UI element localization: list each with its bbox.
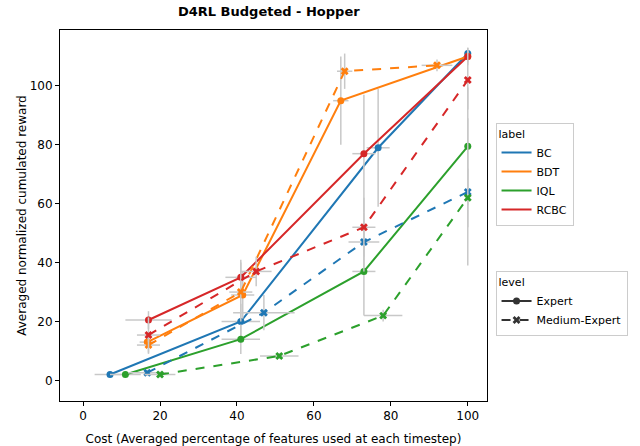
svg-text:0: 0 (45, 374, 53, 388)
svg-text:40: 40 (229, 409, 244, 423)
svg-text:20: 20 (37, 315, 52, 329)
svg-text:BC: BC (537, 147, 552, 160)
svg-text:Expert: Expert (537, 295, 574, 308)
svg-text:IQL: IQL (537, 185, 556, 198)
svg-text:20: 20 (152, 409, 167, 423)
svg-text:0: 0 (79, 409, 87, 423)
svg-text:100: 100 (30, 79, 53, 93)
svg-text:level: level (499, 276, 525, 289)
svg-text:Cost (Averaged percentage of f: Cost (Averaged percentage of features us… (86, 432, 462, 446)
svg-text:Averaged normalized cumulated: Averaged normalized cumulated reward (15, 95, 29, 335)
svg-text:60: 60 (306, 409, 321, 423)
svg-text:80: 80 (37, 138, 52, 152)
svg-text:80: 80 (383, 409, 398, 423)
svg-text:RCBC: RCBC (537, 204, 567, 217)
svg-text:BDT: BDT (537, 166, 560, 179)
svg-text:100: 100 (456, 409, 479, 423)
svg-text:Medium-Expert: Medium-Expert (537, 314, 622, 327)
svg-text:label: label (499, 128, 526, 141)
svg-text:D4RL Budgeted - Hopper: D4RL Budgeted - Hopper (178, 4, 360, 19)
svg-text:60: 60 (37, 197, 52, 211)
svg-text:40: 40 (37, 256, 52, 270)
